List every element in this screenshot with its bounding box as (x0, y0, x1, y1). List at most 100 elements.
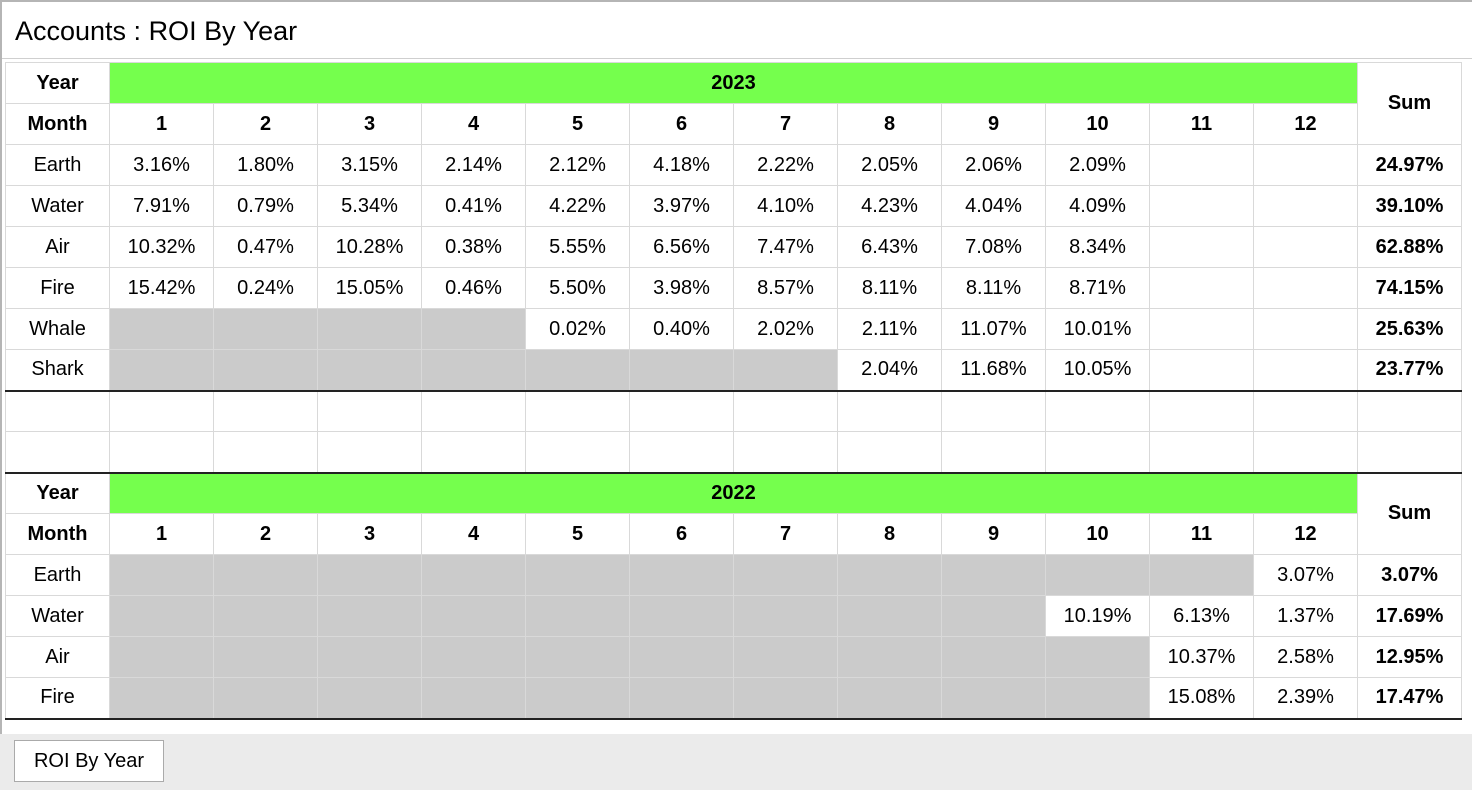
empty-cell[interactable] (421, 308, 526, 350)
empty-cell[interactable] (421, 595, 526, 637)
roi-cell[interactable]: 2.02% (733, 308, 838, 350)
spacer-cell[interactable] (1253, 431, 1358, 473)
roi-cell[interactable] (1253, 308, 1358, 350)
empty-cell[interactable] (525, 677, 630, 720)
roi-cell[interactable]: 5.55% (525, 226, 630, 268)
empty-cell[interactable] (837, 595, 942, 637)
roi-cell[interactable] (1149, 185, 1254, 227)
spacer-cell[interactable] (941, 431, 1046, 473)
spacer-cell[interactable] (1045, 431, 1150, 473)
empty-cell[interactable] (109, 636, 214, 678)
empty-cell[interactable] (941, 554, 1046, 596)
roi-cell[interactable]: 2.14% (421, 144, 526, 186)
spacer-cell[interactable] (5, 390, 110, 432)
roi-cell[interactable]: 7.91% (109, 185, 214, 227)
roi-cell[interactable]: 15.05% (317, 267, 422, 309)
roi-cell[interactable]: 7.08% (941, 226, 1046, 268)
roi-cell[interactable]: 2.06% (941, 144, 1046, 186)
row-label[interactable]: Earth (5, 554, 110, 596)
roi-cell[interactable]: 0.24% (213, 267, 318, 309)
roi-cell[interactable]: 4.22% (525, 185, 630, 227)
roi-cell[interactable]: 4.04% (941, 185, 1046, 227)
empty-cell[interactable] (109, 677, 214, 720)
roi-cell[interactable]: 5.50% (525, 267, 630, 309)
roi-cell[interactable]: 0.40% (629, 308, 734, 350)
empty-cell[interactable] (1149, 554, 1254, 596)
spacer-cell[interactable] (213, 431, 318, 473)
sum-cell[interactable]: 24.97% (1357, 144, 1462, 186)
roi-cell[interactable]: 8.57% (733, 267, 838, 309)
empty-cell[interactable] (421, 554, 526, 596)
roi-cell[interactable]: 5.34% (317, 185, 422, 227)
row-label[interactable]: Fire (5, 267, 110, 309)
empty-cell[interactable] (317, 677, 422, 720)
sum-cell[interactable]: 3.07% (1357, 554, 1462, 596)
roi-cell[interactable] (1253, 226, 1358, 268)
roi-cell[interactable]: 8.11% (941, 267, 1046, 309)
spacer-cell[interactable] (109, 390, 214, 432)
empty-cell[interactable] (1045, 636, 1150, 678)
roi-cell[interactable]: 6.56% (629, 226, 734, 268)
roi-cell[interactable]: 1.80% (213, 144, 318, 186)
spacer-cell[interactable] (733, 390, 838, 432)
spacer-cell[interactable] (941, 390, 1046, 432)
roi-cell[interactable]: 10.32% (109, 226, 214, 268)
empty-cell[interactable] (317, 595, 422, 637)
empty-cell[interactable] (317, 554, 422, 596)
empty-cell[interactable] (213, 554, 318, 596)
roi-cell[interactable] (1149, 349, 1254, 392)
roi-cell[interactable]: 2.04% (837, 349, 942, 392)
empty-cell[interactable] (941, 636, 1046, 678)
empty-cell[interactable] (525, 595, 630, 637)
empty-cell[interactable] (629, 677, 734, 720)
roi-cell[interactable]: 4.18% (629, 144, 734, 186)
spacer-cell[interactable] (317, 431, 422, 473)
empty-cell[interactable] (317, 636, 422, 678)
empty-cell[interactable] (733, 349, 838, 392)
roi-cell[interactable] (1253, 349, 1358, 392)
roi-cell[interactable]: 15.42% (109, 267, 214, 309)
roi-cell[interactable]: 11.07% (941, 308, 1046, 350)
spacer-cell[interactable] (213, 390, 318, 432)
empty-cell[interactable] (837, 554, 942, 596)
empty-cell[interactable] (837, 636, 942, 678)
roi-cell[interactable]: 2.22% (733, 144, 838, 186)
sum-cell[interactable]: 39.10% (1357, 185, 1462, 227)
spacer-cell[interactable] (525, 431, 630, 473)
roi-cell[interactable] (1253, 185, 1358, 227)
sum-cell[interactable]: 74.15% (1357, 267, 1462, 309)
sum-cell[interactable]: 12.95% (1357, 636, 1462, 678)
spacer-cell[interactable] (1357, 431, 1462, 473)
spacer-cell[interactable] (109, 431, 214, 473)
sum-cell[interactable]: 62.88% (1357, 226, 1462, 268)
roi-cell[interactable]: 3.15% (317, 144, 422, 186)
empty-cell[interactable] (1045, 554, 1150, 596)
empty-cell[interactable] (629, 595, 734, 637)
row-label[interactable]: Water (5, 185, 110, 227)
spacer-cell[interactable] (629, 390, 734, 432)
roi-cell[interactable] (1149, 308, 1254, 350)
roi-cell[interactable]: 2.12% (525, 144, 630, 186)
empty-cell[interactable] (109, 554, 214, 596)
spacer-cell[interactable] (1357, 390, 1462, 432)
tab-roi-by-year[interactable]: ROI By Year (14, 740, 164, 782)
roi-cell[interactable]: 8.34% (1045, 226, 1150, 268)
roi-cell[interactable]: 3.97% (629, 185, 734, 227)
spacer-cell[interactable] (421, 431, 526, 473)
roi-cell[interactable]: 6.43% (837, 226, 942, 268)
spacer-cell[interactable] (837, 390, 942, 432)
roi-cell[interactable]: 8.71% (1045, 267, 1150, 309)
empty-cell[interactable] (941, 595, 1046, 637)
empty-cell[interactable] (213, 308, 318, 350)
sum-cell[interactable]: 25.63% (1357, 308, 1462, 350)
empty-cell[interactable] (421, 677, 526, 720)
spacer-cell[interactable] (421, 390, 526, 432)
row-label[interactable]: Earth (5, 144, 110, 186)
roi-cell[interactable]: 10.19% (1045, 595, 1150, 637)
roi-cell[interactable]: 0.38% (421, 226, 526, 268)
empty-cell[interactable] (213, 636, 318, 678)
row-label[interactable]: Shark (5, 349, 110, 392)
roi-cell[interactable]: 10.05% (1045, 349, 1150, 392)
roi-cell[interactable]: 8.11% (837, 267, 942, 309)
spacer-cell[interactable] (629, 431, 734, 473)
